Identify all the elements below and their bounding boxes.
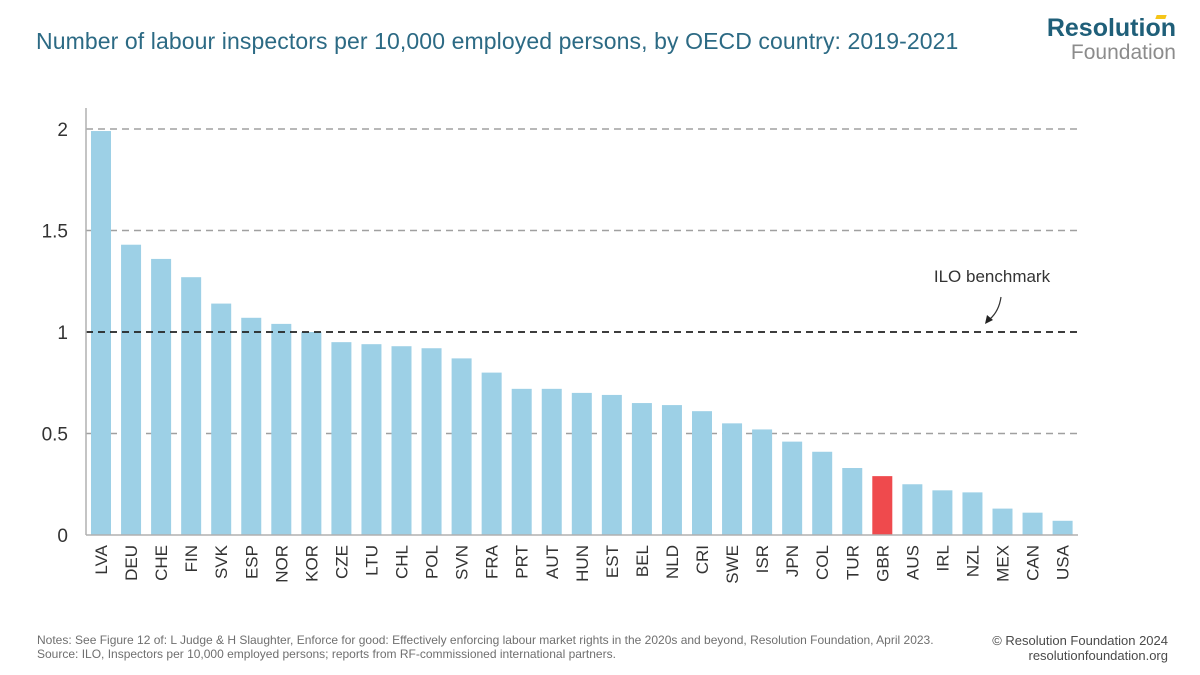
- x-tick-label: USA: [1054, 544, 1073, 580]
- x-tick-label: CHE: [152, 545, 171, 581]
- bar-ltu: [361, 344, 382, 535]
- logo-wordmark-bottom: Foundation: [1070, 41, 1176, 64]
- bar-che: [151, 258, 172, 535]
- x-tick-label: DEU: [122, 545, 141, 581]
- bar-lva: [91, 131, 111, 535]
- bar-bel: [631, 403, 652, 535]
- bar-jpn: [782, 441, 803, 535]
- bar-nzl: [962, 492, 983, 535]
- bar-col: [812, 451, 833, 535]
- copyright-text: © Resolution Foundation 2024: [992, 633, 1168, 648]
- x-tick-labels: LVA DEU CHE FIN SVK ESP NOR KOR CZE LTU CHL POL SVN F…: [92, 544, 1073, 583]
- x-tick-label: CRI: [693, 545, 712, 574]
- website-text: resolutionfoundation.org: [1028, 648, 1169, 663]
- footer-notes: Notes: See Figure 12 of: L Judge & H Sla…: [37, 633, 934, 661]
- resolution-foundation-logo: Resolution Foundation: [1046, 14, 1176, 64]
- bar-fin: [181, 277, 202, 535]
- x-tick-label: SWE: [723, 545, 742, 584]
- x-tick-label: BEL: [633, 545, 652, 577]
- bar-kor: [301, 332, 322, 535]
- bar-aut: [541, 388, 562, 535]
- x-tick-label: POL: [423, 545, 442, 579]
- x-tick-label: FIN: [182, 545, 201, 572]
- benchmark-group: ILO benchmark: [86, 267, 1078, 333]
- bar-usa: [1052, 520, 1073, 535]
- bar-tur: [842, 468, 863, 535]
- gridlines: [86, 128, 1078, 435]
- benchmark-arrow-icon: [989, 296, 1002, 320]
- x-tick-label: LTU: [362, 545, 381, 576]
- chart-title: Number of labour inspectors per 10,000 e…: [36, 28, 959, 54]
- x-tick-label: LVA: [92, 544, 111, 574]
- x-tick-label: SVK: [212, 544, 231, 579]
- x-tick-label: GBR: [873, 545, 892, 582]
- x-tick-label: PRT: [513, 545, 532, 579]
- bar-svk: [211, 303, 232, 535]
- bar-isr: [752, 429, 773, 535]
- x-tick-label: AUT: [543, 545, 562, 579]
- x-tick-label: SVN: [453, 545, 472, 580]
- logo-wordmark-top: Resolution: [1046, 14, 1176, 42]
- x-tick-label: NZL: [963, 545, 982, 577]
- x-tick-label: HUN: [573, 545, 592, 582]
- ilo-benchmark-label: ILO benchmark: [934, 267, 1051, 286]
- x-tick-label: IRL: [933, 545, 952, 571]
- bar-aus: [902, 484, 923, 535]
- x-tick-label: CAN: [1024, 545, 1043, 581]
- y-tick-labels: 0 0.5 1 1.5 2: [42, 120, 68, 547]
- x-tick-label: KOR: [302, 545, 321, 582]
- x-tick-label: FRA: [483, 544, 502, 579]
- x-tick-label: ISR: [753, 545, 772, 573]
- bar-cze: [331, 342, 352, 535]
- bar-prt: [511, 388, 532, 535]
- x-tick-label: EST: [603, 545, 622, 578]
- bar-svn: [451, 358, 472, 535]
- bar-mex: [992, 508, 1013, 535]
- bar-nor: [271, 323, 292, 535]
- footer-copyright: © Resolution Foundation 2024 resolutionf…: [992, 633, 1168, 663]
- x-tick-label: COL: [813, 545, 832, 580]
- x-tick-label: JPN: [783, 545, 802, 577]
- y-tick-label: 0: [57, 526, 68, 547]
- x-tick-label: CHL: [393, 545, 412, 579]
- bar-nld: [661, 405, 682, 535]
- bar-can: [1022, 512, 1043, 535]
- x-tick-label: CZE: [332, 545, 351, 579]
- x-tick-label: ESP: [242, 545, 261, 579]
- bar-deu: [121, 244, 142, 535]
- benchmark-arrowhead-icon: [985, 315, 993, 324]
- y-tick-label: 0.5: [42, 425, 68, 446]
- bar-gbr: [872, 476, 893, 535]
- x-tick-label: NOR: [272, 545, 291, 583]
- bar-swe: [722, 423, 743, 535]
- bar-chl: [391, 346, 412, 535]
- y-tick-label: 1.5: [42, 222, 68, 243]
- bars: [91, 131, 1073, 535]
- bar-irl: [932, 490, 953, 535]
- bar-cri: [692, 411, 712, 535]
- y-tick-label: 1: [57, 323, 68, 344]
- axes: [85, 108, 1078, 536]
- bar-hun: [571, 392, 592, 535]
- bar-fra: [481, 372, 502, 535]
- x-tick-label: MEX: [994, 545, 1013, 582]
- x-tick-label: NLD: [663, 545, 682, 579]
- bar-esp: [241, 317, 262, 535]
- x-tick-label: TUR: [843, 545, 862, 580]
- source-text: Source: ILO, Inspectors per 10,000 emplo…: [37, 647, 616, 661]
- notes-text: Notes: See Figure 12 of: L Judge & H Sla…: [37, 633, 934, 647]
- bar-pol: [421, 348, 442, 535]
- y-tick-label: 2: [57, 120, 68, 141]
- bar-est: [601, 394, 622, 535]
- x-tick-label: AUS: [903, 545, 922, 580]
